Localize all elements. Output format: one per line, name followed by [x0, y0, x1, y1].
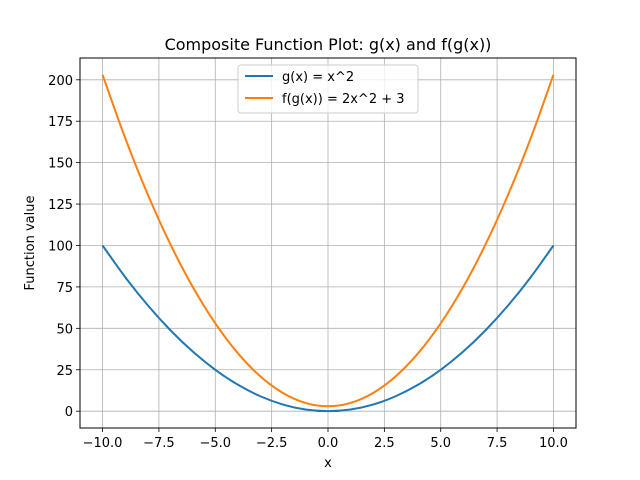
- x-axis-label: x: [324, 456, 332, 471]
- y-tick-label: 50: [56, 322, 73, 337]
- x-tick-label: −5.0: [199, 436, 231, 451]
- x-tick-label: 2.5: [374, 436, 395, 451]
- y-tick-label: 0: [65, 405, 73, 420]
- x-tick-label: −2.5: [256, 436, 288, 451]
- y-tick-label: 175: [48, 115, 73, 130]
- series-layer: [101, 74, 555, 413]
- series-line-1: [101, 74, 555, 408]
- y-tick-label: 100: [48, 239, 73, 254]
- series-line-0: [101, 244, 555, 413]
- x-tick-label: 0.0: [318, 436, 339, 451]
- y-axis-label: Function value: [23, 196, 38, 291]
- y-tick-label: 150: [48, 157, 73, 172]
- y-tick-label: 25: [56, 364, 73, 379]
- legend: g(x) = x^2 f(g(x)) = 2x^2 + 3: [237, 64, 419, 114]
- x-tick-label: −10.0: [83, 436, 123, 451]
- y-tick-label: 75: [56, 281, 73, 296]
- chart-title: Composite Function Plot: g(x) and f(g(x)…: [165, 35, 492, 54]
- x-tick-label: −7.5: [143, 436, 175, 451]
- y-tick-label: 200: [48, 74, 73, 89]
- legend-label-fg: f(g(x)) = 2x^2 + 3: [282, 92, 405, 107]
- legend-box: [237, 64, 419, 114]
- x-tick-label: 10.0: [539, 436, 568, 451]
- ticks: −10.0 −7.5 −5.0 −2.5 0.0 2.5 5.0 7.5 10.0 0 25 50 75…: [48, 74, 568, 451]
- y-tick-label: 125: [48, 198, 73, 213]
- x-tick-label: 7.5: [487, 436, 508, 451]
- x-tick-label: 5.0: [430, 436, 451, 451]
- legend-label-g: g(x) = x^2: [282, 70, 354, 85]
